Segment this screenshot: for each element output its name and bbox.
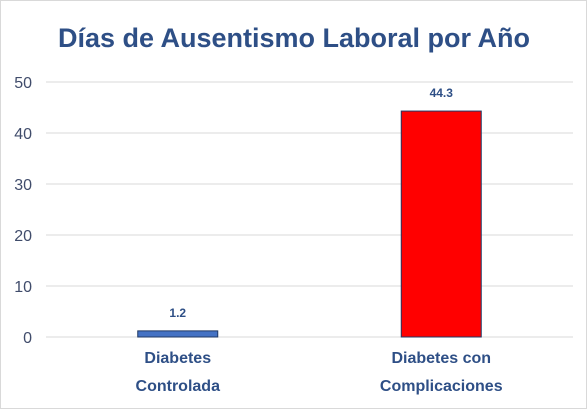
bar-0	[137, 330, 219, 338]
gridlines	[46, 81, 573, 338]
y-tick-label: 20	[14, 228, 32, 245]
y-tick-label: 40	[14, 126, 32, 143]
category-label-1-line-0: Diabetes con	[391, 350, 491, 367]
y-tick-label: 0	[23, 330, 32, 347]
bars	[137, 110, 482, 338]
data-label-0: 1.2	[169, 306, 186, 320]
data-labels: 1.2 44.3	[169, 86, 453, 320]
data-label-1: 44.3	[430, 86, 454, 100]
y-axis-tick-labels: 0 10 20 30 40 50	[14, 75, 32, 347]
category-label-0-line-1: Controlada	[136, 378, 221, 395]
chart-title: Días de Ausentismo Laboral por Año	[58, 23, 530, 53]
y-tick-label: 50	[14, 75, 32, 92]
x-axis-category-labels: Diabetes Controlada Diabetes con Complicaci…	[136, 350, 503, 395]
category-label-1-line-1: Complicaciones	[380, 378, 503, 395]
y-tick-label: 30	[14, 177, 32, 194]
bar-1	[400, 110, 482, 338]
category-label-0-line-0: Diabetes	[144, 350, 211, 367]
y-tick-label: 10	[14, 279, 32, 296]
